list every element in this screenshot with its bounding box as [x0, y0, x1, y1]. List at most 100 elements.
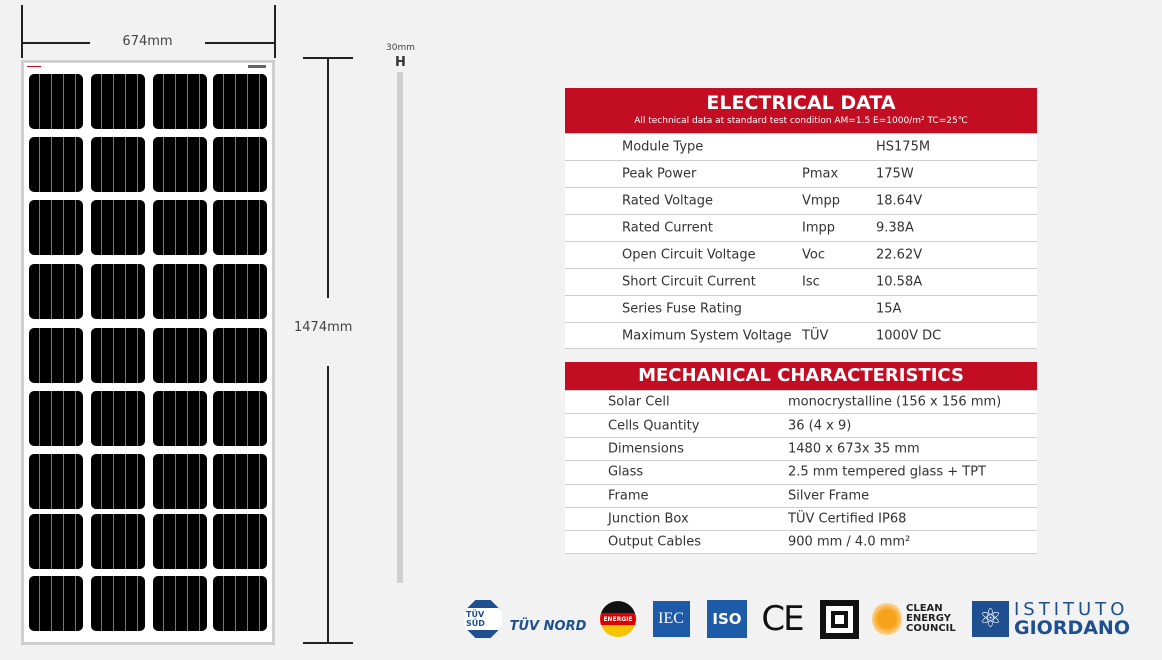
solar-cell: [29, 200, 83, 255]
mechanical-row: Cells Quantity 36 (4 x 9): [565, 413, 1037, 436]
solar-cell: [29, 137, 83, 192]
row-label: Rated Voltage: [622, 193, 713, 209]
row-value: 10.58A: [876, 274, 923, 290]
row-label: Series Fuse Rating: [622, 301, 742, 317]
mechanical-row: Frame Silver Frame: [565, 483, 1037, 507]
mechanical-row: Output Cables 900 mm / 4.0 mm²: [565, 530, 1037, 554]
electrical-row: Maximum System Voltage TÜV 1000V DC: [565, 322, 1037, 349]
row-value: 36 (4 x 9): [788, 418, 852, 434]
solar-cell: [213, 74, 267, 129]
row-label: Solar Cell: [608, 394, 670, 410]
solar-panel-diagram: [21, 60, 275, 645]
row-value: 175W: [876, 166, 914, 182]
iso-text: ISO: [707, 600, 747, 638]
electrical-title: ELECTRICAL DATA: [706, 92, 896, 114]
solar-cell: [29, 328, 83, 383]
class-ii-logo: [819, 598, 859, 640]
council-text: COUNCIL: [906, 623, 956, 634]
solar-cell: [213, 137, 267, 192]
solar-cell: [91, 200, 145, 255]
mechanical-row: Junction Box TÜV Certified IP68: [565, 506, 1037, 530]
row-value: monocrystalline (156 x 156 mm): [788, 394, 1002, 410]
row-label: Peak Power: [622, 166, 697, 182]
solar-cell: [153, 328, 207, 383]
solar-cell: [29, 454, 83, 509]
solar-cell: [29, 74, 83, 129]
solar-cell: [153, 454, 207, 509]
solar-cell: [29, 514, 83, 569]
row-label: Dimensions: [608, 441, 684, 457]
width-label: 674mm: [90, 34, 205, 49]
row-value: HS175M: [876, 139, 931, 155]
solar-cell: [29, 576, 83, 631]
mechanical-header: MECHANICAL CHARACTERISTICS: [565, 362, 1037, 390]
row-symbol: TÜV: [802, 328, 829, 343]
row-symbol: Voc: [802, 247, 825, 263]
solar-cell: [213, 576, 267, 631]
iso-logo: ISO: [707, 598, 747, 640]
istituto-text: ISTITUTO: [1014, 599, 1129, 620]
row-label: Frame: [608, 488, 649, 504]
row-value: 1000V DC: [876, 328, 942, 343]
solar-cell: [29, 264, 83, 319]
row-value: TÜV Certified IP68: [788, 511, 907, 527]
row-value: 18.64V: [876, 193, 923, 209]
electrical-header: ELECTRICAL DATA All technical data at st…: [565, 88, 1037, 133]
thickness-bar: [397, 72, 403, 583]
solar-cell: [153, 137, 207, 192]
width-dim-left: [21, 5, 23, 58]
energie-logo: ENERGIE: [599, 598, 637, 640]
ce-text: CE: [761, 599, 804, 639]
height-dim-line-top: [327, 58, 329, 298]
solar-cell: [91, 328, 145, 383]
row-value: 15A: [876, 301, 902, 317]
iec-logo: IEC: [652, 598, 690, 640]
electrical-row: Rated Voltage Vmpp 18.64V: [565, 187, 1037, 214]
giordano-text: GIORDANO: [1014, 617, 1130, 639]
electrical-subtitle: All technical data at standard test cond…: [634, 116, 968, 126]
solar-cell: [153, 200, 207, 255]
height-dim-line-bottom: [327, 366, 329, 643]
solar-cell: [213, 391, 267, 446]
mechanical-row: Glass 2.5 mm tempered glass + TPT: [565, 460, 1037, 483]
atom-icon: ⚛: [972, 601, 1009, 637]
solar-cell: [91, 576, 145, 631]
row-label: Rated Current: [622, 220, 714, 236]
panel-label-mark: [248, 65, 266, 68]
solar-cell: [153, 576, 207, 631]
solar-cell: [153, 391, 207, 446]
tuv-sud-logo: TÜV SÜD: [463, 598, 503, 640]
row-symbol: Isc: [802, 274, 820, 290]
ce-logo: CE: [757, 598, 807, 640]
solar-cell: [153, 74, 207, 129]
mechanical-row: Dimensions 1480 x 673x 35 mm: [565, 436, 1037, 460]
istituto-giordano-logo: ⚛ ISTITUTO GIORDANO: [972, 598, 1132, 640]
row-value: Silver Frame: [788, 488, 870, 504]
electrical-row: Open Circuit Voltage Voc 22.62V: [565, 241, 1037, 268]
clean-energy-council-logo: CLEAN ENERGY COUNCIL: [872, 598, 964, 640]
height-dim-bottom: [303, 642, 353, 644]
row-symbol: Impp: [802, 220, 836, 236]
tuv-nord-text: TÜV NORD: [509, 618, 587, 634]
solar-cell: [213, 328, 267, 383]
mechanical-row: Solar Cell monocrystalline (156 x 156 mm…: [565, 390, 1037, 413]
electrical-row: Peak Power Pmax 175W: [565, 160, 1037, 187]
row-symbol: Vmpp: [802, 193, 841, 209]
row-label: Cells Quantity: [608, 418, 700, 434]
tuv-nord-logo: TÜV NORD: [510, 598, 587, 640]
solar-cell: [153, 264, 207, 319]
row-symbol: Pmax: [802, 166, 839, 182]
energy-text: ENERGY: [906, 613, 951, 624]
solar-cell: [91, 514, 145, 569]
row-value: 22.62V: [876, 247, 923, 263]
electrical-row: Module Type HS175M: [565, 133, 1037, 160]
solar-cell: [91, 454, 145, 509]
row-label: Module Type: [622, 139, 704, 155]
energie-text: ENERGIE: [603, 615, 633, 623]
row-value: 9.38A: [876, 220, 914, 236]
clean-text: CLEAN: [906, 603, 943, 614]
solar-cell: [213, 454, 267, 509]
row-value: 900 mm / 4.0 mm²: [788, 534, 911, 550]
solar-cell: [213, 264, 267, 319]
row-label: Junction Box: [608, 511, 689, 527]
